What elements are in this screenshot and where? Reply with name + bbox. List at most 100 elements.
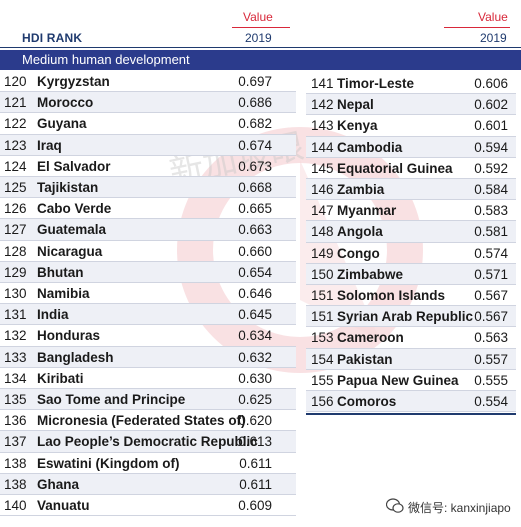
table-row: 130 Namibia 0.646	[0, 283, 296, 304]
hdi-value-cell: 0.663	[238, 222, 272, 238]
country-name-cell: Zambia	[337, 182, 385, 197]
table-row: 149 Congo 0.574	[306, 243, 516, 264]
hdi-rank-cell: 138	[4, 476, 27, 492]
hdi-rank-header: HDI RANK	[22, 31, 83, 45]
hdi-rank-cell: 126	[4, 201, 27, 217]
country-name-cell: Timor-Leste	[337, 76, 415, 91]
country-name-cell: Equatorial Guinea	[337, 160, 453, 176]
right-table-end-rule	[306, 413, 516, 415]
table-row: 137 Lao People’s Democratic Republic 0.613	[0, 431, 296, 453]
hdi-rank-cell: 149	[311, 245, 334, 261]
table-row: 145 Equatorial Guinea 0.592	[306, 158, 516, 179]
table-row: 155 Papua New Guinea 0.555	[306, 370, 516, 391]
row-divider	[0, 388, 296, 389]
row-divider	[0, 112, 296, 114]
table-row: 144 Cambodia 0.594	[306, 136, 516, 158]
hdi-value-cell: 0.660	[238, 243, 272, 259]
hdi-value-cell: 0.583	[474, 203, 508, 219]
table-row: 121 Morocco 0.686	[0, 92, 296, 114]
table-row: 143 Kenya 0.601	[306, 115, 516, 136]
country-name-cell: Syrian Arab Republic	[337, 309, 474, 325]
row-divider	[306, 93, 516, 95]
table-row: 120 Kyrgyzstan 0.697	[0, 71, 296, 92]
country-name-cell: Pakistan	[337, 351, 393, 367]
table-row: 147 Myanmar 0.583	[306, 200, 516, 221]
row-divider	[306, 411, 516, 413]
hdi-value-cell: 0.668	[238, 180, 272, 195]
hdi-rank-cell: 145	[311, 160, 334, 176]
table-row: 125 Tajikistan 0.668	[0, 177, 296, 198]
table-row: 136 Micronesia (Federated States of) 0.620	[0, 410, 296, 431]
table-row: 122 Guyana 0.682	[0, 113, 296, 134]
hdi-value-cell: 0.567	[474, 309, 508, 325]
hdi-value-cell: 0.634	[238, 328, 272, 344]
hdi-value-cell: 0.632	[238, 349, 272, 365]
table-row: 135 Sao Tome and Principe 0.625	[0, 389, 296, 410]
hdi-value-cell: 0.555	[474, 372, 508, 388]
header-divider	[0, 47, 521, 48]
table-row: 141 Timor-Leste 0.606	[306, 73, 516, 94]
country-name-cell: Morocco	[37, 95, 94, 111]
hdi-value-cell: 0.665	[238, 201, 272, 217]
section-band: Medium human development	[0, 50, 521, 70]
country-name-cell: Papua New Guinea	[337, 372, 459, 388]
row-divider	[306, 284, 516, 285]
hdi-value-cell: 0.630	[238, 370, 272, 386]
row-divider	[0, 239, 296, 241]
row-divider	[0, 197, 296, 199]
country-name-cell: El Salvador	[37, 158, 111, 174]
hdi-rank-cell: 151	[311, 309, 334, 325]
country-name-cell: Solomon Islands	[337, 288, 446, 303]
hdi-value-cell: 0.584	[474, 182, 508, 197]
left-year-label: 2019	[245, 31, 272, 45]
hdi-rank-cell: 143	[311, 118, 334, 134]
hdi-value-cell: 0.594	[474, 139, 508, 155]
country-name-cell: Bangladesh	[37, 349, 114, 365]
row-divider	[0, 133, 296, 135]
hdi-rank-cell: 153	[311, 330, 334, 346]
row-divider	[0, 303, 296, 305]
country-name-cell: Guyana	[37, 116, 87, 132]
hdi-rank-cell: 146	[311, 182, 334, 197]
hdi-rank-cell: 135	[4, 392, 27, 407]
table-row: 142 Nepal 0.602	[306, 94, 516, 116]
country-name-cell: Nicaragua	[37, 243, 103, 259]
left-value-rule	[232, 27, 290, 28]
hdi-value-cell: 0.673	[238, 158, 272, 174]
hdi-value-cell: 0.654	[238, 264, 272, 280]
hdi-rank-cell: 147	[311, 203, 334, 219]
country-name-cell: Tajikistan	[37, 180, 99, 195]
hdi-value-cell: 0.571	[474, 266, 508, 282]
row-divider	[306, 262, 516, 264]
wechat-icon	[386, 498, 404, 513]
row-divider	[0, 430, 296, 432]
hdi-value-cell: 0.554	[474, 394, 508, 409]
hdi-value-cell: 0.682	[238, 116, 272, 132]
row-divider	[306, 390, 516, 391]
hdi-rank-cell: 140	[4, 498, 27, 513]
row-divider	[306, 114, 516, 116]
table-row: 127 Guatemala 0.663	[0, 219, 296, 241]
country-name-cell: Cambodia	[337, 139, 403, 155]
row-divider	[306, 241, 516, 243]
hdi-rank-cell: 141	[311, 76, 334, 91]
table-row: 138 Eswatini (Kingdom of) 0.611	[0, 453, 296, 474]
row-divider	[0, 366, 296, 368]
table-row: 133 Bangladesh 0.632	[0, 346, 296, 368]
right-value-rule	[444, 27, 510, 28]
table-row: 131 India 0.645	[0, 304, 296, 326]
country-name-cell: Kyrgyzstan	[37, 74, 110, 89]
country-name-cell: Zimbabwe	[337, 266, 404, 282]
row-divider	[0, 176, 296, 177]
row-divider	[306, 305, 516, 307]
hdi-value-cell: 0.581	[474, 224, 508, 240]
hdi-value-cell: 0.620	[238, 413, 272, 429]
section-title: Medium human development	[22, 52, 190, 67]
row-divider	[0, 154, 296, 156]
hdi-rank-cell: 151	[311, 288, 334, 303]
hdi-rank-cell: 137	[4, 434, 27, 450]
row-divider	[306, 347, 516, 349]
hdi-value-cell: 0.563	[474, 330, 508, 346]
table-row: 154 Pakistan 0.557	[306, 348, 516, 370]
hdi-rank-cell: 124	[4, 158, 27, 174]
